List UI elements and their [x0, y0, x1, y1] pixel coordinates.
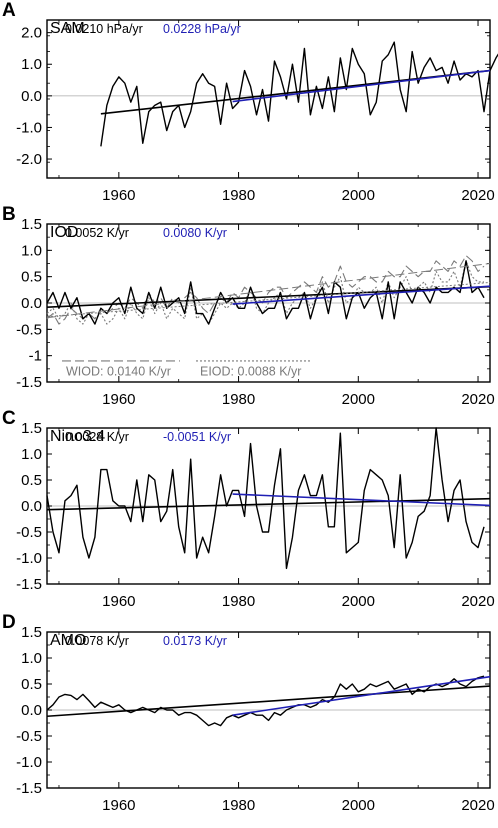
panel-a: A SAM 2.0 1.0 0.0 -1.0 -2.0 1960 1980 2000 2020 0.0…	[2, 0, 498, 204]
trend-annotation-full: 0.0078 K/yr	[65, 634, 129, 648]
x-tick-label: 1980	[222, 391, 255, 408]
y-tick-label: -2.0	[16, 151, 42, 168]
y-tick-label: 1.5	[21, 216, 42, 233]
x-tick-label: 1960	[102, 797, 135, 814]
y-tick-label: -1.0	[16, 754, 42, 771]
y-tick-label: 0.0	[21, 88, 42, 105]
y-tick-label: 0.5	[21, 676, 42, 693]
x-tick-label: 1960	[102, 391, 135, 408]
trend-annotation-recent: -0.0051 K/yr	[163, 430, 231, 444]
x-tick-label: 2000	[342, 797, 375, 814]
plot-frame	[46, 19, 491, 179]
x-tick-label: 2000	[342, 593, 375, 610]
series-line-index	[46, 427, 485, 570]
x-tick-label: 2020	[461, 593, 494, 610]
y-tick-label: -1.0	[16, 119, 42, 136]
x-tick-label: 2000	[342, 187, 375, 204]
series-line-index	[46, 675, 485, 727]
y-tick-label: -1	[29, 348, 42, 365]
y-tick-label: 1.0	[21, 56, 42, 73]
x-tick-label: 1980	[222, 187, 255, 204]
trend-annotation-full: 0.0052 K/yr	[65, 226, 129, 240]
trend-line-recent	[232, 675, 491, 716]
panel-d: D AMO 1.5 1.0 0.5 0.0 -0.5 -1.0 -1.5 1960 1980 2000…	[2, 612, 495, 814]
y-tick-label: 0.5	[21, 269, 42, 286]
trend-annotation-recent: 0.0228 hPa/yr	[163, 22, 241, 36]
y-tick-label: 0.0	[21, 702, 42, 719]
panel-title: SAM	[50, 20, 85, 37]
panel-letter: A	[2, 0, 16, 21]
trend-line-wiod	[46, 263, 491, 319]
y-tick-label: 1.5	[21, 624, 42, 641]
y-tick-label: 2.0	[21, 25, 42, 42]
y-tick-label: -1.5	[16, 780, 42, 797]
series-line-eiod	[46, 260, 485, 325]
trend-line-recent	[232, 69, 491, 103]
x-tick-label: 1960	[102, 593, 135, 610]
x-tick-label: 2000	[342, 391, 375, 408]
x-tick-label: 2020	[461, 187, 494, 204]
trend-annotation-full: 0.0210 hPa/yr	[65, 22, 143, 36]
trend-line-eiod	[46, 281, 491, 318]
panel-letter: D	[2, 612, 16, 633]
trend-annotation-recent: 0.0080 K/yr	[163, 226, 227, 240]
series-line-index	[46, 260, 485, 325]
y-tick-label: -0.5	[16, 321, 42, 338]
trend-annotation-full: 0.0028 K/yr	[65, 430, 129, 444]
y-tick-label: -1.0	[16, 550, 42, 567]
y-tick-label: 0.5	[21, 472, 42, 489]
y-tick-label: -0.5	[16, 524, 42, 541]
panel-c: C Nino3.4 1.5 1.0 0.5 0.0 -0.5 -1.0 -1.5 1960 1980…	[2, 408, 495, 610]
legend-label-wiod: WIOD: 0.0140 K/yr	[66, 365, 171, 379]
y-tick-label: -1.5	[16, 374, 42, 391]
y-tick-label: 1.0	[21, 650, 42, 667]
x-tick-label: 2020	[461, 391, 494, 408]
panel-letter: C	[2, 408, 16, 429]
y-tick-label: 1.0	[21, 242, 42, 259]
trend-line-full	[46, 685, 491, 718]
x-tick-label: 2020	[461, 797, 494, 814]
y-tick-label: -1.5	[16, 576, 42, 593]
y-tick-label: 0.0	[21, 498, 42, 515]
trend-annotation-recent: 0.0173 K/yr	[163, 634, 227, 648]
y-tick-label: 1.5	[21, 420, 42, 437]
y-tick-label: -0.5	[16, 728, 42, 745]
trend-line-recent	[232, 493, 491, 507]
trend-line-recent	[232, 285, 491, 305]
y-tick-label: 0.0	[21, 295, 42, 312]
panel-letter: B	[2, 204, 16, 225]
trend-line-full	[46, 285, 491, 309]
panel-b: B IOD 1.5 1.0 0.5 0.0 -0.5 -1 -1.5 1960 1980 2000 20…	[2, 204, 495, 408]
trend-line-full	[46, 497, 491, 511]
y-tick-label: 1.0	[21, 446, 42, 463]
panel-title: AMO	[50, 632, 86, 649]
x-tick-label: 1980	[222, 593, 255, 610]
panel-title: IOD	[50, 224, 78, 241]
series-line-index	[100, 41, 498, 147]
x-tick-label: 1960	[102, 187, 135, 204]
legend-label-eiod: EIOD: 0.0088 K/yr	[200, 365, 301, 379]
x-tick-label: 1980	[222, 797, 255, 814]
panel-title: Nino3.4	[50, 428, 105, 445]
